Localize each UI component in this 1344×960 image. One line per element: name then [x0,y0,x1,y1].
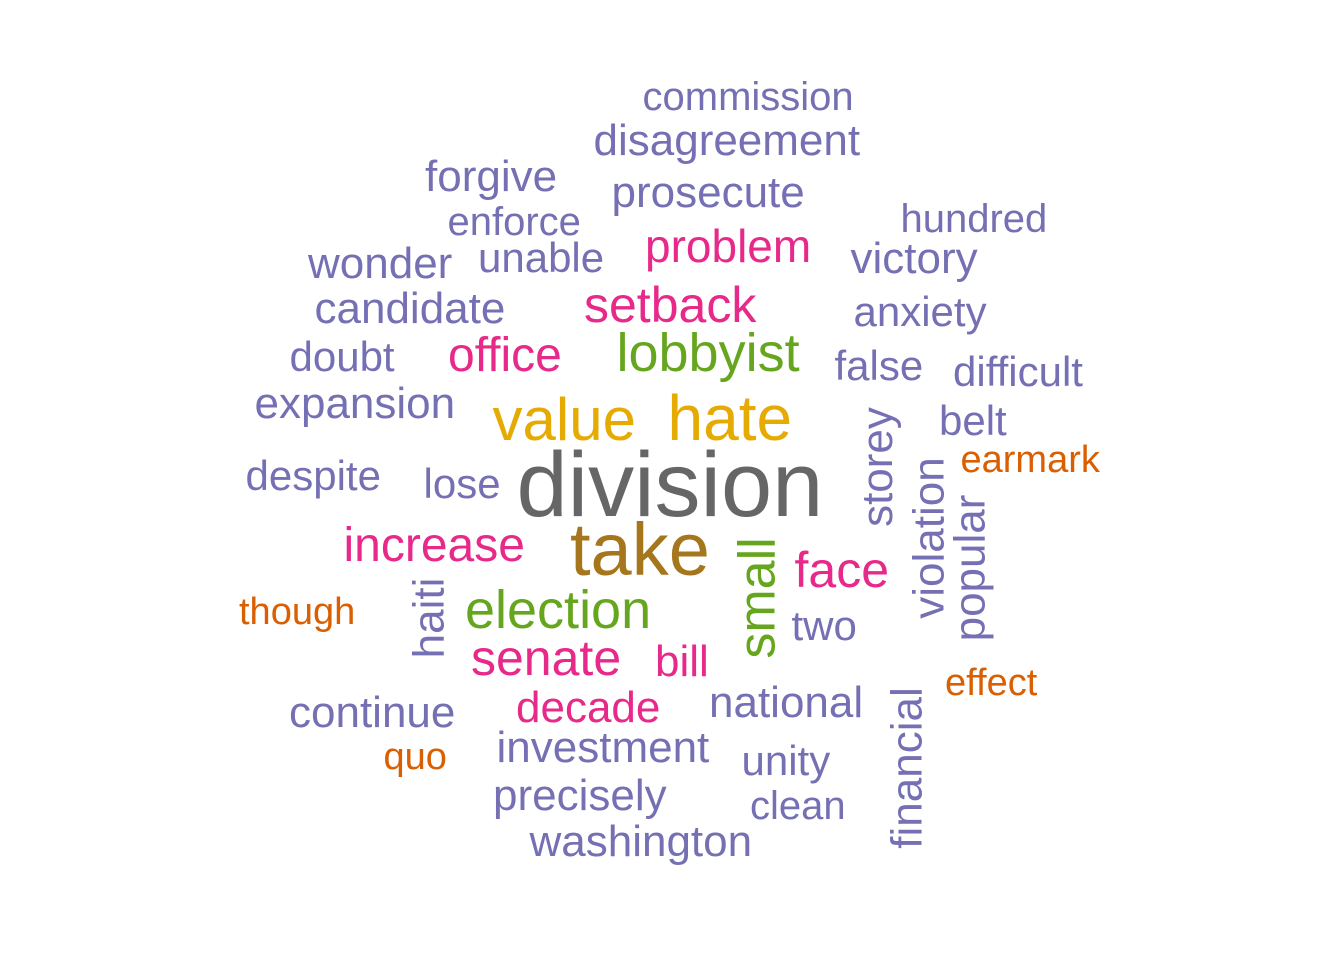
word-take: take [570,508,710,591]
word-doubt: doubt [289,333,395,380]
word-increase: increase [343,519,525,572]
word-small: small [728,537,787,659]
word-hate: hate [667,382,793,454]
word-wonder: wonder [308,239,453,288]
word-haiti: haiti [403,577,453,659]
word-popular: popular [944,494,994,642]
word-national: national [709,678,864,727]
word-senate: senate [471,630,622,686]
word-hundred: hundred [900,197,1048,241]
word-expansion: expansion [254,379,456,428]
word-despite: despite [245,452,381,499]
word-face: face [794,542,890,598]
word-value: value [492,386,636,453]
word-problem: problem [645,220,812,272]
word-bill: bill [655,637,709,686]
word-division: division [516,434,824,536]
word-false: false [834,342,924,389]
word-enforce: enforce [447,200,581,244]
word-difficult: difficult [953,348,1083,395]
word-forgive: forgive [425,152,558,201]
word-clean: clean [750,784,846,828]
word-earmark: earmark [960,439,1100,481]
word-office: office [448,329,562,382]
word-decade: decade [516,683,661,732]
word-disagreement: disagreement [593,116,861,165]
word-effect: effect [945,662,1038,704]
word-anxiety: anxiety [853,288,987,335]
word-setback: setback [584,277,757,333]
word-two: two [791,602,857,649]
word-belt: belt [939,397,1007,444]
word-unity: unity [741,737,831,784]
word-investment: investment [496,723,710,772]
word-election: election [465,580,652,640]
word-prosecute: prosecute [611,168,805,217]
word-commission: commission [642,75,854,119]
word-victory: victory [850,234,978,283]
word-unable: unable [478,234,605,281]
word-quo: quo [383,736,447,778]
word-financial: financial [882,687,932,849]
word-lose: lose [423,460,501,507]
word-continue: continue [289,688,456,737]
word-candidate: candidate [314,284,506,333]
word-storey: storey [852,407,902,527]
word-washington: washington [529,817,753,866]
word-though: though [239,591,356,633]
word-lobbyist: lobbyist [616,323,800,383]
word-precisely: precisely [493,771,667,820]
